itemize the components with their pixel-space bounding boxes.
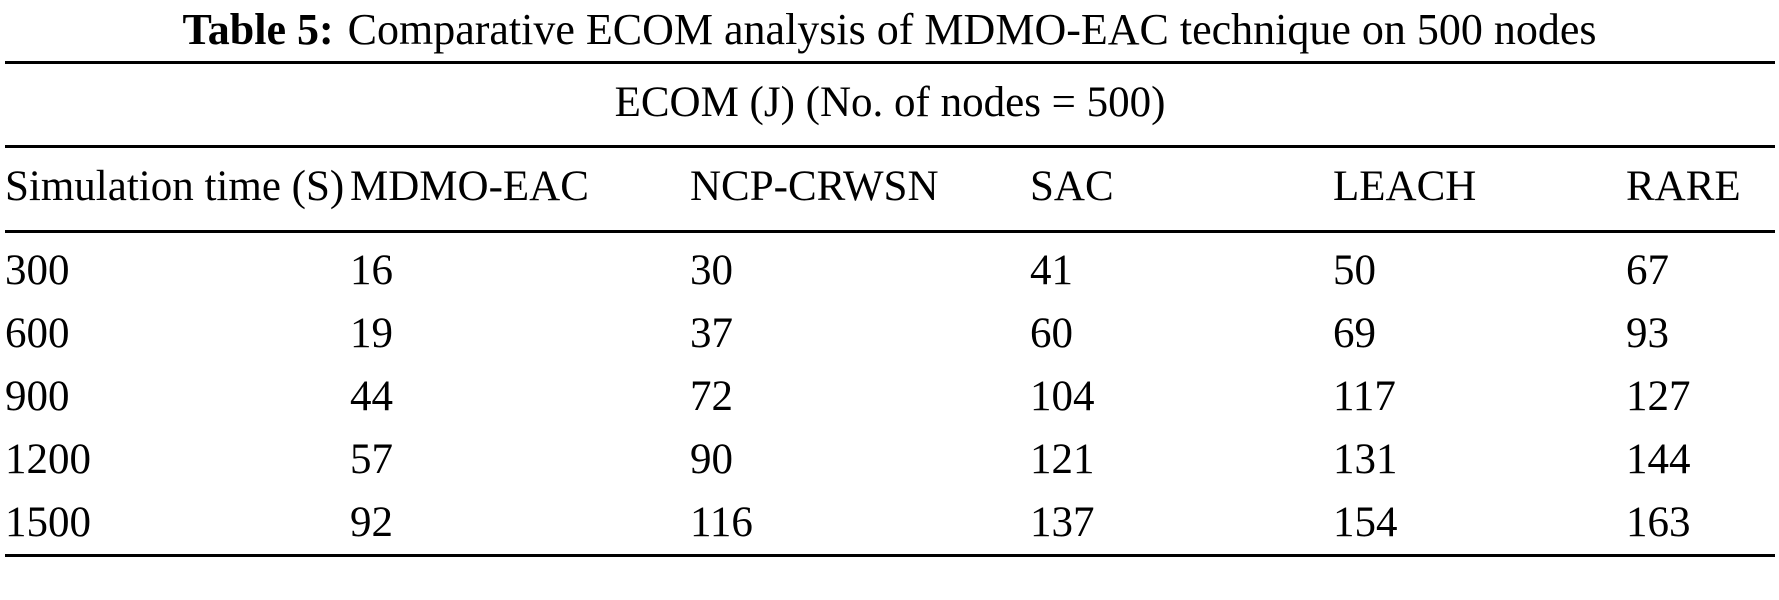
table-row: 1200 57 90 121 131 144	[5, 428, 1775, 491]
cell-rare: 144	[1626, 436, 1691, 483]
column-header-ncp-crwsn: NCP-CRWSN	[690, 146, 1030, 233]
cell-ncp-crwsn: 72	[690, 373, 733, 420]
cell-leach: 117	[1333, 373, 1396, 420]
table-column-header-row: Simulation time (S) MDMO-EAC NCP-CRWSN S…	[5, 146, 1776, 233]
cell-sac: 137	[1030, 499, 1095, 546]
cell-time: 1500	[5, 499, 91, 546]
cell-ncp-crwsn: 90	[690, 436, 733, 483]
column-header-mdmo-eac: MDMO-EAC	[350, 146, 690, 233]
ecom-table: ECOM (J) (No. of nodes = 500) Simulation…	[5, 61, 1776, 557]
table-caption: Table 5: Comparative ECOM analysis of MDM…	[0, 2, 1779, 58]
cell-time: 600	[5, 310, 70, 357]
table-row: 900 44 72 104 117 127	[5, 365, 1775, 428]
cell-ncp-crwsn: 37	[690, 310, 733, 357]
cell-leach: 50	[1333, 247, 1376, 294]
column-header-simulation-time: Simulation time (S)	[5, 146, 350, 233]
table-row: 300 16 30 41 50 67	[5, 232, 1775, 303]
table-group-header-row: ECOM (J) (No. of nodes = 500)	[5, 62, 1776, 148]
cell-leach: 154	[1333, 499, 1398, 546]
table-row: 600 19 37 60 69 93	[5, 302, 1775, 365]
column-header-leach: LEACH	[1333, 146, 1626, 233]
cell-time: 900	[5, 373, 70, 420]
table-caption-label: Table 5:	[182, 5, 334, 54]
cell-time: 300	[5, 247, 70, 294]
cell-sac: 41	[1030, 247, 1073, 294]
cell-ncp-crwsn: 116	[690, 499, 753, 546]
cell-ncp-crwsn: 30	[690, 247, 733, 294]
table-caption-text: Comparative ECOM analysis of MDMO-EAC te…	[347, 5, 1597, 54]
cell-rare: 67	[1626, 247, 1669, 294]
cell-leach: 131	[1333, 436, 1398, 483]
cell-rare: 163	[1626, 499, 1691, 546]
cell-mdmo-eac: 57	[350, 436, 393, 483]
cell-sac: 60	[1030, 310, 1073, 357]
cell-mdmo-eac: 16	[350, 247, 393, 294]
cell-sac: 104	[1030, 373, 1095, 420]
cell-rare: 93	[1626, 310, 1669, 357]
cell-sac: 121	[1030, 436, 1095, 483]
column-header-sac: SAC	[1030, 146, 1333, 233]
cell-mdmo-eac: 92	[350, 499, 393, 546]
cell-mdmo-eac: 44	[350, 373, 393, 420]
column-header-rare: RARE	[1626, 146, 1776, 233]
cell-time: 1200	[5, 436, 91, 483]
cell-mdmo-eac: 19	[350, 310, 393, 357]
cell-leach: 69	[1333, 310, 1376, 357]
table-row: 1500 92 116 137 154 163	[5, 491, 1775, 556]
table-group-header: ECOM (J) (No. of nodes = 500)	[5, 62, 1776, 148]
cell-rare: 127	[1626, 373, 1691, 420]
